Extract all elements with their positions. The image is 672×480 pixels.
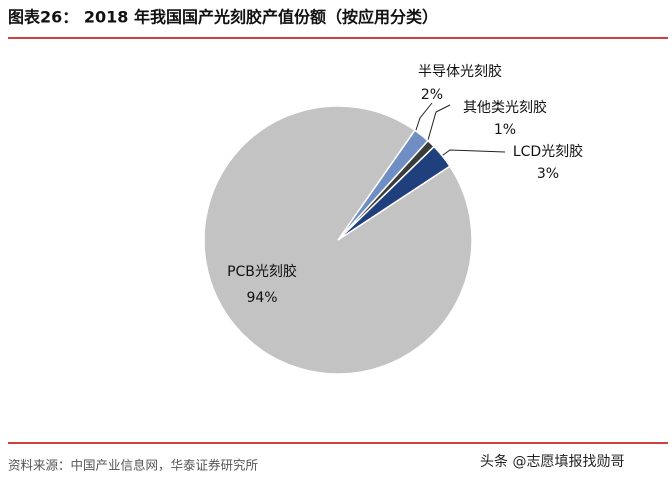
source-note: 资料来源：中国产业信息网，华泰证券研究所	[8, 458, 258, 473]
leader-line	[427, 104, 451, 141]
pie-slice	[203, 105, 473, 375]
slice-label: 半导体光刻胶	[418, 63, 502, 80]
value-label: 1%	[494, 122, 516, 138]
value-label: 94%	[246, 290, 277, 306]
slice-label: LCD光刻胶	[513, 143, 583, 160]
value-label: 2%	[421, 87, 443, 103]
leader-line	[435, 149, 506, 161]
leader-line	[414, 102, 433, 134]
watermark: 头条 @志愿填报找勋哥	[480, 453, 624, 470]
slice-label: 其他类光刻胶	[463, 99, 547, 116]
chart-title: 图表26： 2018 年我国国产光刻胶产值份额（按应用分类）	[8, 8, 438, 27]
slice-label: PCB光刻胶	[227, 263, 297, 280]
value-label: 3%	[537, 166, 559, 182]
